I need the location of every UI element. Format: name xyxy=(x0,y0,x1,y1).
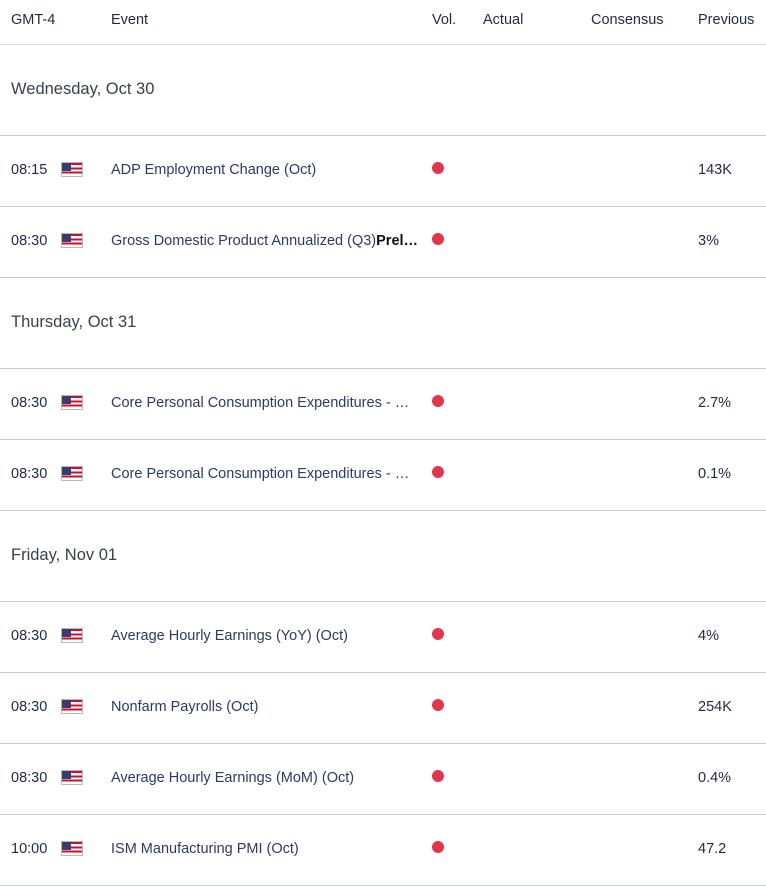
high-volatility-icon xyxy=(432,699,444,711)
high-volatility-icon xyxy=(432,841,444,853)
table-header: GMT-4 Event Vol. Actual Consensus Previo… xyxy=(0,0,766,45)
high-volatility-icon xyxy=(432,466,444,478)
day-header: Friday, Nov 01 xyxy=(0,511,766,602)
event-name[interactable]: Average Hourly Earnings (MoM) (Oct) xyxy=(111,770,355,786)
table-row[interactable]: 08:30 Nonfarm Payrolls (Oct) 254K xyxy=(0,673,766,744)
high-volatility-icon xyxy=(432,233,444,245)
us-flag-icon xyxy=(61,162,83,177)
event-name[interactable]: Core Personal Consumption Expenditures -… xyxy=(111,466,410,482)
table-row[interactable]: 08:30 Gross Domestic Product Annualized … xyxy=(0,207,766,278)
event-time: 08:30 xyxy=(11,233,48,249)
previous-value: 3% xyxy=(698,233,719,249)
event-time: 08:30 xyxy=(11,770,48,786)
high-volatility-icon xyxy=(432,770,444,782)
event-time: 10:00 xyxy=(11,841,48,857)
day-header: Thursday, Oct 31 xyxy=(0,278,766,369)
event-time: 08:30 xyxy=(11,628,48,644)
consensus-header: Consensus xyxy=(591,12,664,28)
event-name[interactable]: Average Hourly Earnings (YoY) (Oct) xyxy=(111,628,348,644)
table-row[interactable]: 08:30 Average Hourly Earnings (YoY) (Oct… xyxy=(0,602,766,673)
event-time: 08:30 xyxy=(11,699,48,715)
day-label: Friday, Nov 01 xyxy=(11,546,118,564)
event-time: 08:15 xyxy=(11,162,48,178)
event-header: Event xyxy=(111,12,149,28)
high-volatility-icon xyxy=(432,628,444,640)
previous-value: 0.4% xyxy=(698,770,732,786)
event-name[interactable]: Core Personal Consumption Expenditures -… xyxy=(111,395,410,411)
previous-value: 2.7% xyxy=(698,395,732,411)
event-name[interactable]: ISM Manufacturing PMI (Oct) xyxy=(111,841,299,857)
us-flag-icon xyxy=(61,770,83,785)
event-name[interactable]: ADP Employment Change (Oct) xyxy=(111,162,317,178)
event-name[interactable]: Gross Domestic Product Annualized (Q3)Pr… xyxy=(111,233,419,249)
event-time: 08:30 xyxy=(11,466,48,482)
us-flag-icon xyxy=(61,395,83,410)
actual-header: Actual xyxy=(483,12,524,28)
us-flag-icon xyxy=(61,466,83,481)
table-row[interactable]: 08:15 ADP Employment Change (Oct) 143K xyxy=(0,136,766,207)
previous-header: Previous xyxy=(698,12,755,28)
previous-value: 47.2 xyxy=(698,841,727,857)
us-flag-icon xyxy=(61,628,83,643)
day-label: Wednesday, Oct 30 xyxy=(11,80,155,98)
day-label: Thursday, Oct 31 xyxy=(11,313,137,331)
vol-header: Vol. xyxy=(432,12,457,28)
previous-value: 254K xyxy=(698,699,732,715)
day-header: Wednesday, Oct 30 xyxy=(0,45,766,136)
high-volatility-icon xyxy=(432,395,444,407)
previous-value: 4% xyxy=(698,628,719,644)
table-row[interactable]: 08:30 Average Hourly Earnings (MoM) (Oct… xyxy=(0,744,766,815)
timezone-header[interactable]: GMT-4 xyxy=(11,12,56,28)
us-flag-icon xyxy=(61,841,83,856)
event-name[interactable]: Nonfarm Payrolls (Oct) xyxy=(111,699,259,715)
us-flag-icon xyxy=(61,233,83,248)
us-flag-icon xyxy=(61,699,83,714)
table-row[interactable]: 08:30 Core Personal Consumption Expendit… xyxy=(0,369,766,440)
high-volatility-icon xyxy=(432,162,444,174)
previous-value: 0.1% xyxy=(698,466,732,482)
previous-value: 143K xyxy=(698,162,732,178)
event-time: 08:30 xyxy=(11,395,48,411)
table-row[interactable]: 08:30 Core Personal Consumption Expendit… xyxy=(0,440,766,511)
table-row[interactable]: 10:00 ISM Manufacturing PMI (Oct) 47.2 xyxy=(0,815,766,886)
